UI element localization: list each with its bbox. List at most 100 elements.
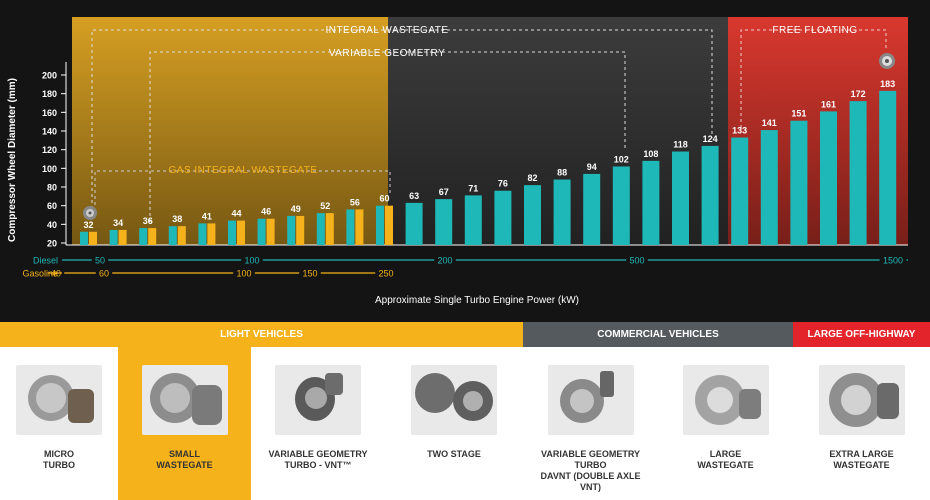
product-two-stage[interactable]: TWO STAGE — [385, 347, 523, 500]
bar-diesel — [346, 209, 355, 245]
region-shade — [72, 17, 908, 245]
range-label-integral-wastegate: INTEGRAL WASTEGATE — [325, 25, 448, 36]
bar-diesel — [524, 185, 541, 245]
bar-value-label: 36 — [143, 216, 153, 226]
two-stage-image — [411, 365, 497, 435]
range-bracket-free-floating — [740, 29, 887, 128]
bar-diesel — [376, 205, 384, 245]
bar-value-label: 60 — [379, 194, 389, 204]
bar-diesel — [405, 202, 423, 245]
bar-diesel — [760, 130, 778, 245]
bar-value-label: 118 — [673, 140, 688, 150]
bar-value-label: 82 — [527, 173, 537, 183]
product-label: SMALL WASTEGATE — [156, 449, 213, 470]
bar-diesel — [316, 213, 325, 245]
gasoline-axis-tick: 150 — [302, 269, 317, 279]
micro-turbo-image — [16, 365, 102, 435]
bar-value-label: 52 — [320, 201, 330, 211]
bar-diesel — [198, 223, 207, 245]
y-tick-label: 60 — [47, 201, 57, 211]
bar-diesel — [494, 190, 512, 245]
bar-value-label: 71 — [468, 183, 478, 193]
bar-value-label: 44 — [231, 209, 241, 219]
bar-value-label: 151 — [791, 109, 806, 119]
large-turbo-icon — [879, 53, 895, 69]
bar-gasoline — [148, 228, 157, 245]
bar-gasoline — [355, 209, 364, 245]
bar-diesel — [553, 179, 571, 245]
bar-gasoline — [325, 213, 334, 245]
y-tick-label: 100 — [42, 164, 57, 174]
y-tick-label: 20 — [47, 239, 57, 249]
y-tick-label: 200 — [42, 71, 57, 81]
small-wastegate-image — [141, 365, 228, 435]
product-large-wastegate[interactable]: LARGE WASTEGATE — [658, 347, 793, 500]
y-tick-label: 160 — [42, 108, 57, 118]
bar-value-label: 67 — [439, 187, 449, 197]
bar-gasoline — [296, 215, 305, 245]
bar-value-label: 94 — [587, 162, 597, 172]
extra-large-wastegate-image — [818, 365, 905, 435]
category-commercial-vehicles: COMMERCIAL VEHICLES — [523, 322, 793, 347]
bar-value-label: 172 — [851, 89, 866, 99]
category-light-vehicles: LIGHT VEHICLES — [0, 322, 523, 347]
bar-value-label: 88 — [557, 168, 567, 178]
gasoline-axis-tick: 100 — [236, 269, 251, 279]
product-variable-geometry-turbo[interactable]: VARIABLE GEOMETRY TURBO - VNT™ — [251, 347, 385, 500]
bar-value-label: 183 — [880, 79, 895, 89]
bar-gasoline — [237, 220, 245, 245]
bar-diesel — [257, 218, 266, 245]
bar-gasoline — [89, 231, 97, 245]
bar-diesel — [701, 145, 719, 245]
bar-diesel — [879, 90, 897, 245]
bar-diesel — [583, 173, 601, 245]
product-extra-large-wastegate[interactable]: EXTRA LARGE WASTEGATE — [793, 347, 930, 500]
y-tick-label: 180 — [42, 89, 57, 99]
bar-value-label: 102 — [614, 154, 629, 164]
category-large-off-highway: LARGE OFF-HIGHWAY — [793, 322, 930, 347]
bar-diesel — [820, 111, 837, 246]
range-label-variable-geometry: VARIABLE GEOMETRY — [329, 48, 446, 59]
bar-diesel — [464, 195, 482, 245]
bar-value-label: 41 — [202, 211, 212, 221]
bar-diesel — [80, 231, 88, 245]
product-label: LARGE WASTEGATE — [697, 449, 754, 470]
range-bracket-gas-integral — [94, 170, 391, 205]
bar-gasoline — [266, 218, 275, 245]
diesel-axis-tick: 200 — [437, 256, 452, 266]
diesel-axis-tick: 50 — [95, 256, 105, 266]
product-label: TWO STAGE — [427, 449, 481, 459]
range-bracket-variable-geometry — [149, 51, 626, 222]
y-tick-label: 80 — [47, 183, 57, 193]
product-davnt[interactable]: VARIABLE GEOMETRY TURBO DAVNT (DOUBLE AX… — [523, 347, 658, 500]
bar-value-label: 49 — [291, 204, 301, 214]
bar-value-label: 32 — [83, 220, 93, 230]
vnt-turbo-image — [275, 365, 361, 435]
gasoline-axis-label: Gasoline — [22, 269, 58, 279]
product-small-wastegate[interactable]: SMALL WASTEGATE — [118, 347, 251, 500]
bar-diesel — [228, 220, 236, 245]
y-tick-label: 140 — [42, 127, 57, 137]
chart-area: INTEGRAL WASTEGATE VARIABLE GEOMETRY GAS… — [0, 0, 930, 322]
gasoline-axis-tick: 250 — [378, 269, 393, 279]
bar-value-label: 46 — [261, 207, 271, 217]
bar-diesel — [435, 199, 453, 245]
range-label-gas-integral-wastegate: GAS INTEGRAL WASTEGATE — [169, 165, 318, 176]
davnt-image — [547, 365, 634, 435]
y-axis-title: Compressor Wheel Diameter (mm) — [7, 78, 18, 242]
bar-diesel — [139, 228, 148, 245]
diesel-axis-label: Diesel — [33, 256, 58, 266]
bar-diesel — [168, 226, 177, 245]
bar-value-label: 56 — [350, 197, 360, 207]
vehicle-categories: LIGHT VEHICLES COMMERCIAL VEHICLES LARGE… — [0, 322, 930, 500]
bar-gasoline — [177, 226, 186, 245]
bar-value-label: 141 — [762, 118, 777, 128]
bar-value-label: 133 — [732, 126, 747, 136]
diesel-axis-tick: 1500 — [883, 256, 903, 266]
product-label: VARIABLE GEOMETRY TURBO DAVNT (DOUBLE AX… — [540, 449, 641, 492]
product-micro-turbo[interactable]: MICRO TURBO — [0, 347, 118, 500]
diesel-axis-tick: 500 — [629, 256, 644, 266]
bar-value-label: 161 — [821, 99, 836, 109]
large-wastegate-image — [682, 365, 769, 435]
bar-value-label: 38 — [172, 214, 182, 224]
